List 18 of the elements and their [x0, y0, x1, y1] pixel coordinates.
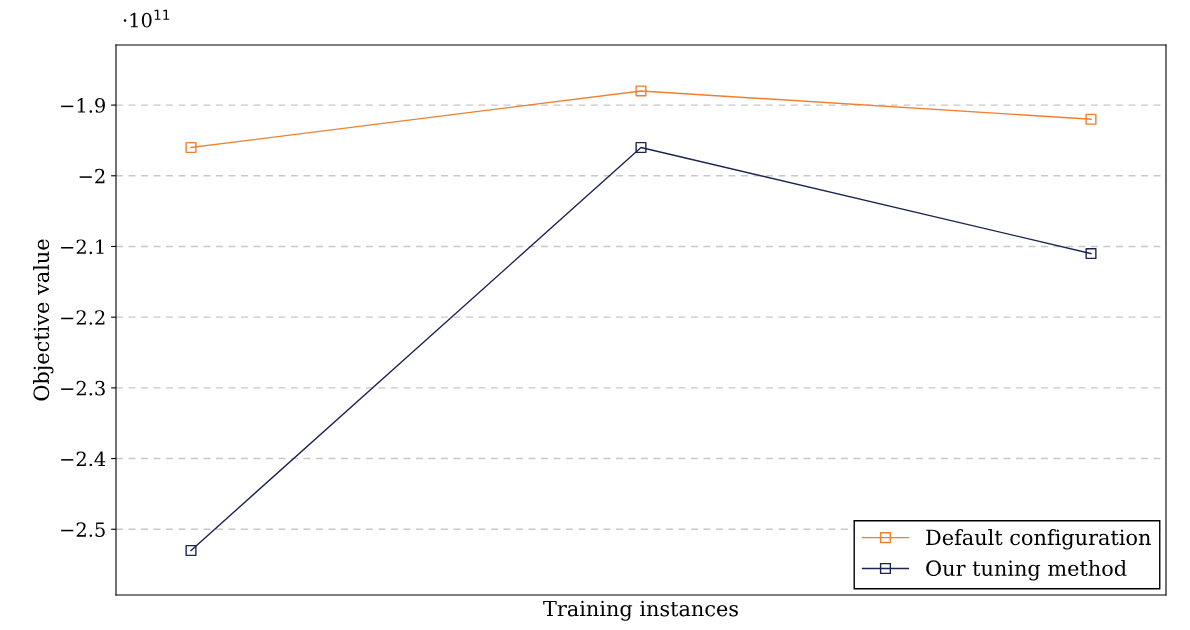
y-tick-label: −2.3	[61, 380, 105, 396]
x-axis-title: Training instances	[543, 600, 738, 621]
legend-label: Our tuning method	[926, 559, 1127, 581]
point	[185, 141, 197, 154]
y-tick-label: −2.5	[61, 522, 105, 537]
point	[185, 544, 197, 557]
y-tick-label: −2.1	[61, 239, 104, 255]
text: ·10$^{11}$	[123, 9, 170, 28]
y-tick-label: −2.2	[61, 310, 105, 325]
point	[1085, 247, 1097, 260]
y-tick-label: −2.4	[61, 451, 106, 467]
point	[1085, 113, 1097, 125]
y-tick-label: −1.9	[61, 98, 105, 113]
y-axis-title: Objective value	[33, 239, 54, 401]
point	[635, 85, 647, 97]
y-tick-label: −2	[79, 168, 105, 184]
legend-label: Default configuration	[926, 529, 1151, 550]
point	[635, 141, 647, 154]
